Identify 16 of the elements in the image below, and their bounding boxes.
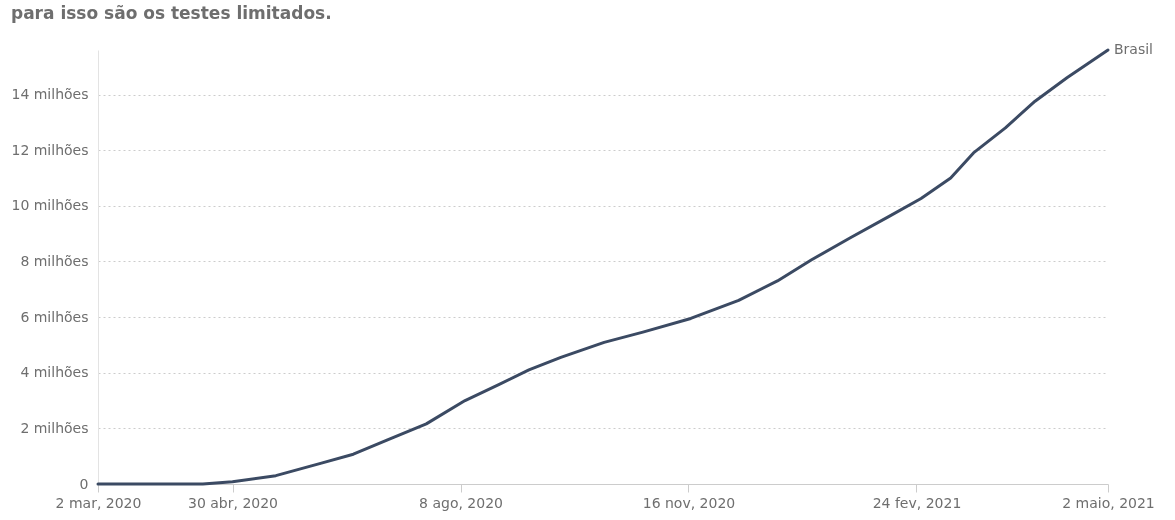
y-tick-label: 8 milhões (20, 252, 89, 269)
y-tick-label: 14 milhões (11, 86, 89, 103)
x-tick-label: 8 ago, 2020 (419, 494, 503, 511)
y-tick-label: 2 milhões (20, 419, 89, 436)
chart-subtitle: para isso são os testes limitados. (10, 3, 332, 23)
y-tick-label: 0 (79, 475, 89, 492)
y-tick-label: 6 milhões (20, 308, 89, 325)
x-tick-label: 30 abr, 2020 (188, 494, 279, 511)
y-tick-label: 4 milhões (20, 364, 89, 381)
x-tick-label: 2 mar, 2020 (55, 494, 142, 511)
x-tick-label: 24 fev, 2021 (872, 494, 962, 511)
y-tick-label: 10 milhões (11, 197, 89, 214)
y-tick-label: 12 milhões (11, 141, 89, 158)
x-tick-label: 2 maio, 2021 (1062, 494, 1155, 511)
x-tick-label: 16 nov, 2020 (642, 494, 736, 511)
series-label: Brasil (1114, 41, 1154, 57)
